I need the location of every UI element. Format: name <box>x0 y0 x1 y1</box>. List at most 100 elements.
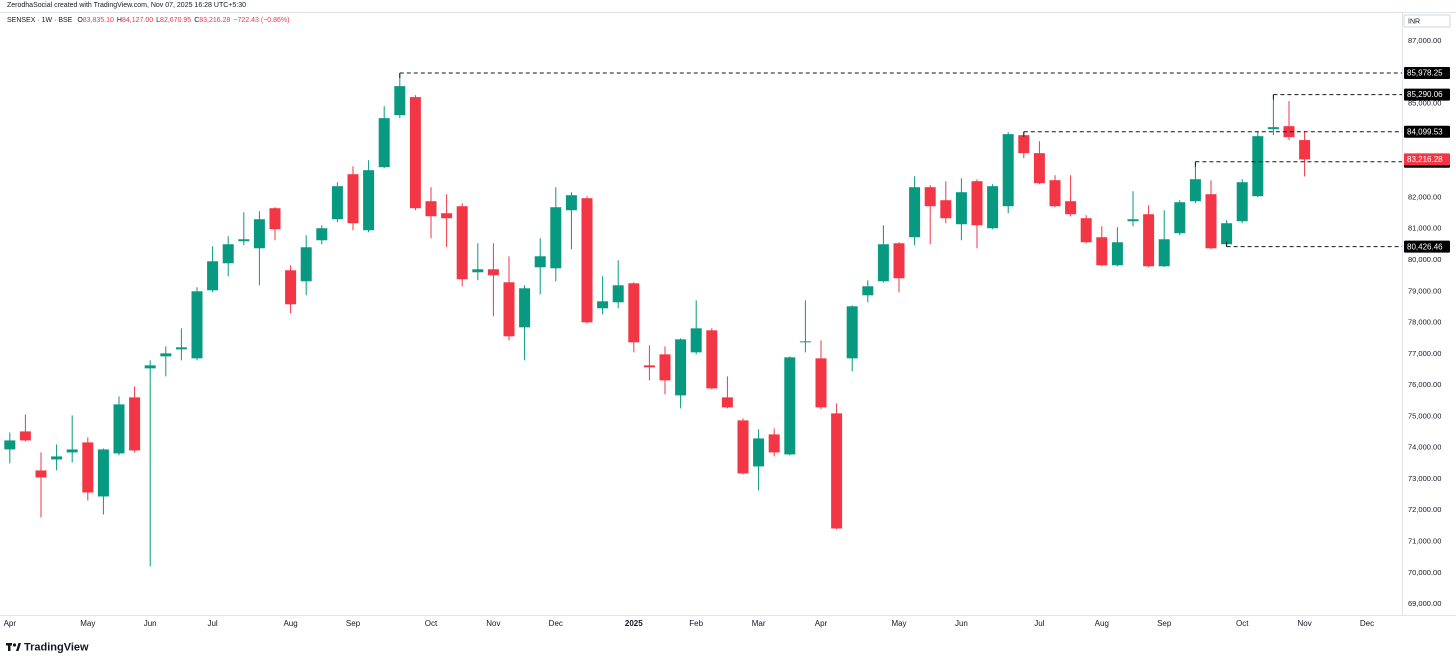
candle-body <box>144 365 156 369</box>
candles <box>4 73 1311 567</box>
legend-key: O <box>77 17 83 24</box>
x-tick-label: Sep <box>1157 619 1172 628</box>
candle-body <box>768 434 780 453</box>
logo-icon <box>6 643 21 651</box>
candle-body <box>1221 223 1233 245</box>
candle-body <box>82 442 94 493</box>
y-tick-label: 81,000.00 <box>1408 224 1441 233</box>
candle-body <box>97 449 109 497</box>
candle-body <box>222 244 234 264</box>
candle-body <box>1174 202 1186 234</box>
price-label: 84,099.53 <box>1407 127 1443 136</box>
x-tick-label: Jun <box>955 619 968 628</box>
y-tick-label: 69,000.00 <box>1408 599 1441 608</box>
candle-body <box>862 286 874 296</box>
candle-body <box>565 195 577 211</box>
candle-body <box>1065 201 1077 215</box>
candle-body <box>363 170 375 231</box>
y-tick-label: 72,000.00 <box>1408 505 1441 514</box>
candle-body <box>1127 219 1139 222</box>
candle-body <box>1111 242 1123 266</box>
candle-body <box>924 187 936 207</box>
candle-body <box>425 201 437 217</box>
legend-key: L <box>156 17 161 24</box>
candle-body <box>456 206 468 280</box>
candle-body <box>207 261 219 291</box>
legend-value: 82,670.95 <box>160 17 192 24</box>
candle-body <box>706 330 718 389</box>
y-tick-label: 70,000.00 <box>1408 568 1441 577</box>
candle-body <box>909 187 921 238</box>
candle-body <box>1267 127 1279 130</box>
candle-body <box>35 470 47 478</box>
candle-body <box>1096 237 1108 266</box>
candle-body <box>784 357 796 455</box>
candle-body <box>1283 126 1295 138</box>
candle-body <box>597 301 609 309</box>
price-label: 85,290.06 <box>1407 90 1443 99</box>
currency-box <box>1403 14 1451 28</box>
candle-body <box>1236 182 1248 222</box>
candle-body <box>378 118 390 168</box>
x-tick-label: Jul <box>1034 619 1044 628</box>
x-tick-label: May <box>891 619 906 628</box>
candle-body <box>955 192 967 225</box>
candle-body <box>1080 218 1092 243</box>
x-tick-label: Feb <box>689 619 703 628</box>
candle-body <box>19 431 31 441</box>
candle-body <box>550 207 562 269</box>
candle-body <box>1158 239 1170 267</box>
x-tick-label: Apr <box>815 619 828 628</box>
logo-text: TradingView <box>24 641 89 653</box>
candle-body <box>409 97 421 209</box>
legend-value: 83,835.10 <box>82 17 114 24</box>
x-tick-label: 2025 <box>625 619 643 628</box>
candle-body <box>394 86 406 116</box>
x-tick-label: Jul <box>207 619 217 628</box>
y-tick-label: 78,000.00 <box>1408 318 1441 327</box>
candle-body <box>1143 214 1155 267</box>
price-label-box <box>1404 67 1450 80</box>
x-tick-label: Nov <box>486 619 500 628</box>
candle-body <box>472 269 484 273</box>
legend-value: 84,127.00 <box>121 17 154 24</box>
candle-body <box>4 440 16 450</box>
candle-body <box>1018 135 1030 154</box>
y-tick-label: 85,000.00 <box>1408 99 1441 108</box>
candle-body <box>612 285 624 303</box>
x-tick-label: Oct <box>425 619 438 628</box>
x-tick-label: Jun <box>144 619 157 628</box>
currency: INR <box>1408 18 1420 25</box>
candle-body <box>519 288 531 328</box>
x-tick-label: Oct <box>1236 619 1249 628</box>
x-tick-label: Aug <box>1095 619 1109 628</box>
candle-body <box>643 365 655 368</box>
y-tick-label: 74,000.00 <box>1408 443 1441 452</box>
candle-body <box>1205 194 1217 249</box>
candle-body <box>690 328 702 353</box>
y-tick-label: 76,000.00 <box>1408 380 1441 389</box>
candle-body <box>441 213 453 219</box>
candle-body <box>987 186 999 229</box>
x-tick-label: Dec <box>1360 619 1374 628</box>
candle-body <box>893 243 905 279</box>
candle-body <box>581 198 593 323</box>
candle-body <box>113 404 125 454</box>
candle-body <box>877 244 889 282</box>
candle-body <box>1049 180 1061 207</box>
y-tick-label: 75,000.00 <box>1408 411 1441 420</box>
candle-body <box>331 186 343 220</box>
candle-body <box>628 283 640 343</box>
last-price-box <box>1404 153 1450 166</box>
candle-body <box>675 339 687 396</box>
candle-body <box>1033 153 1045 184</box>
candle-body <box>175 347 187 350</box>
legend-change: −722.43 (−0.86%) <box>233 17 290 24</box>
candle-body <box>1252 136 1264 197</box>
y-tick-label: 82,000.00 <box>1408 192 1441 201</box>
candle-body <box>487 269 499 276</box>
candle-body <box>940 200 952 219</box>
candle-body <box>503 282 515 337</box>
price-label: 80,426.46 <box>1407 242 1443 251</box>
